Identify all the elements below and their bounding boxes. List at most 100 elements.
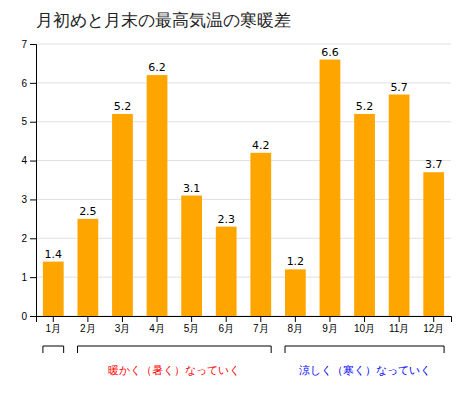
y-tick-label: 6: [21, 78, 27, 89]
y-axis: 0 1 2 3 4 5 6 7: [21, 39, 36, 322]
y-tick: 6: [21, 78, 36, 89]
y-tick: 4: [21, 155, 36, 166]
x-tick-label: 1月: [46, 323, 62, 334]
grid-line: [36, 44, 451, 45]
x-tick: 10月: [354, 316, 375, 334]
x-tick-mark: [260, 316, 261, 322]
y-tick-label: 5: [21, 116, 27, 127]
x-tick: 12月: [423, 316, 444, 334]
x-tick-label: 2月: [80, 323, 96, 334]
data-label: 6.2: [148, 61, 166, 74]
x-tick-mark: [191, 316, 192, 322]
x-axis-line: [37, 317, 452, 323]
x-tick: 2月: [80, 316, 96, 334]
x-tick-label: 12月: [423, 323, 444, 334]
chart: 月初めと月末の最高気温の寒暖差 1.4 2.5 5.2 6.2 3.1 2.3 4.2 1.2 6…: [0, 0, 463, 394]
x-tick: 4月: [149, 316, 165, 334]
x-tick-label: 10月: [354, 323, 375, 334]
x-tick: 3月: [115, 316, 131, 334]
y-axis-line: [30, 45, 37, 317]
y-tick: 3: [21, 194, 36, 205]
data-label: 5.2: [114, 100, 132, 113]
plot: 1.4 2.5 5.2 6.2 3.1 2.3 4.2 1.2 6.6 5.2 5.7 3.7 0 1 2 3…: [21, 39, 451, 377]
bracket: [285, 346, 444, 353]
y-tick: 0: [21, 311, 36, 322]
x-tick: 8月: [288, 316, 304, 334]
x-tick-label: 6月: [218, 323, 234, 334]
x-tick-mark: [329, 316, 330, 322]
bar: [147, 75, 168, 316]
bracket: [78, 346, 272, 353]
bar: [354, 114, 375, 316]
x-tick-label: 5月: [184, 323, 200, 334]
x-tick-mark: [399, 316, 400, 322]
x-tick-label: 3月: [115, 323, 131, 334]
y-tick: 7: [21, 39, 36, 50]
y-tick-mark: [30, 238, 36, 239]
x-tick-label: 4月: [149, 323, 165, 334]
title: 月初めと月末の最高気温の寒暖差: [36, 10, 291, 30]
grid-line: [36, 82, 451, 83]
annotations: 暖かく（暑く）なっていく涼しく（寒く）なっていく: [43, 346, 444, 377]
annotation: 暖かく（暑く）なっていく: [108, 364, 240, 377]
data-label: 5.2: [356, 100, 374, 113]
y-tick-label: 7: [21, 39, 27, 50]
x-tick-label: 7月: [253, 323, 269, 334]
x-tick-label: 9月: [322, 323, 338, 334]
bar: [285, 269, 306, 316]
x-tick: 11月: [389, 316, 409, 334]
data-label: 6.6: [321, 46, 339, 59]
x-tick-mark: [295, 316, 296, 322]
x-tick: 7月: [253, 316, 269, 334]
data-label: 3.1: [183, 182, 201, 195]
bar: [181, 196, 202, 316]
y-tick-label: 1: [21, 272, 27, 283]
y-tick-mark: [30, 199, 36, 200]
y-tick: 1: [21, 272, 36, 283]
y-tick-label: 4: [21, 155, 27, 166]
x-tick: 6月: [218, 316, 234, 334]
y-tick-mark: [30, 277, 36, 278]
data-labels: 1.4 2.5 5.2 6.2 3.1 2.3 4.2 1.2 6.6 5.2 5.7 3.7: [45, 46, 443, 269]
bar: [423, 172, 444, 316]
bar: [43, 262, 64, 316]
x-tick-mark: [364, 316, 365, 322]
bar: [320, 60, 341, 316]
data-label: 5.7: [390, 81, 408, 94]
bar: [250, 153, 271, 316]
bracket: [43, 346, 64, 353]
data-label: 1.4: [45, 248, 63, 261]
bar: [112, 114, 133, 316]
y-tick: 2: [21, 233, 36, 244]
y-tick-label: 2: [21, 233, 27, 244]
x-tick-mark: [433, 316, 434, 322]
x-axis: 1月 2月 3月 4月 5月 6月 7月 8月 9月 10月 11月 12月: [37, 316, 452, 334]
y-tick-mark: [30, 44, 36, 45]
x-tick-mark: [53, 316, 54, 322]
data-label: 3.7: [425, 158, 443, 171]
y-tick-label: 0: [21, 311, 27, 322]
data-label: 4.2: [252, 139, 270, 152]
data-label: 1.2: [287, 255, 305, 268]
x-tick: 1月: [46, 316, 62, 334]
x-tick: 5月: [184, 316, 200, 334]
bar: [78, 219, 99, 316]
y-tick-mark: [30, 122, 36, 123]
grid: [36, 44, 451, 316]
x-tick-mark: [157, 316, 158, 322]
x-tick-mark: [226, 316, 227, 322]
bars: [43, 60, 444, 316]
x-tick-mark: [87, 316, 88, 322]
bar: [216, 227, 237, 316]
y-tick-mark: [30, 161, 36, 162]
y-tick-label: 3: [21, 194, 27, 205]
data-label: 2.3: [217, 213, 235, 226]
y-tick-mark: [30, 316, 36, 317]
y-tick-mark: [30, 83, 36, 84]
y-tick: 5: [21, 116, 36, 127]
bar: [389, 95, 410, 316]
x-tick-label: 11月: [389, 323, 409, 334]
x-tick: 9月: [322, 316, 338, 334]
x-tick-mark: [122, 316, 123, 322]
data-label: 2.5: [79, 205, 97, 218]
